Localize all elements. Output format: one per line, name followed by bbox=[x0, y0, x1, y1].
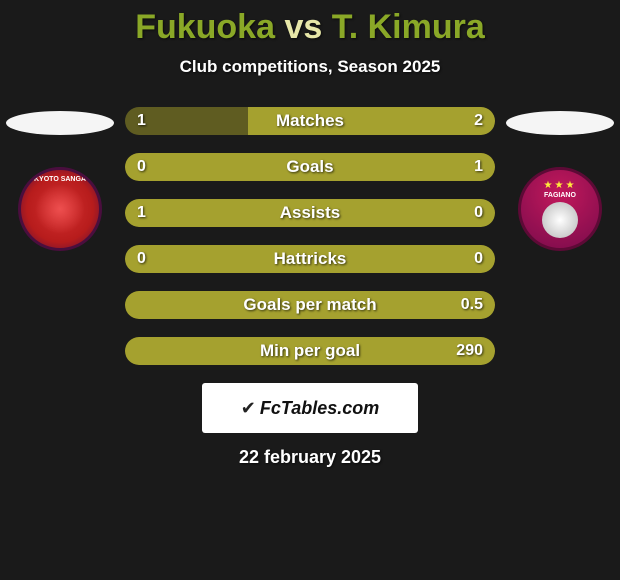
title-vs: vs bbox=[275, 8, 332, 46]
stat-row: Goals0 1 bbox=[125, 153, 495, 181]
stat-value-left: 1 bbox=[137, 107, 146, 135]
left-team-badge: KYOTO SANGA bbox=[18, 167, 102, 251]
right-team-badge: FAGIANO bbox=[518, 167, 602, 251]
stat-value-left: 0 bbox=[137, 245, 146, 273]
title-left: Fukuoka bbox=[135, 8, 275, 46]
date-label: 22 february 2025 bbox=[0, 447, 620, 468]
watermark-check-icon: ✔ bbox=[241, 398, 256, 419]
left-shadow-ellipse bbox=[6, 111, 114, 135]
stat-value-right: 0 bbox=[474, 245, 483, 273]
right-player-column: FAGIANO bbox=[500, 107, 620, 251]
left-badge-label: KYOTO SANGA bbox=[34, 176, 86, 183]
right-badge-label: FAGIANO bbox=[544, 192, 576, 199]
stat-label: Assists bbox=[125, 199, 495, 227]
stat-value-right: 290 bbox=[456, 337, 483, 365]
stat-value-right: 2 bbox=[474, 107, 483, 135]
stat-label: Goals bbox=[125, 153, 495, 181]
title-right: T. Kimura bbox=[332, 8, 485, 46]
stat-bars: Matches12Goals01Assists10Hattricks00Goal… bbox=[125, 107, 495, 365]
stat-value-left: 0 bbox=[137, 153, 146, 181]
stat-row: Matches1 2 bbox=[125, 107, 495, 135]
left-player-column: KYOTO SANGA bbox=[0, 107, 120, 251]
subtitle: Club competitions, Season 2025 bbox=[0, 57, 620, 77]
watermark: ✔ FcTables.com bbox=[202, 383, 418, 433]
right-shadow-ellipse bbox=[506, 111, 614, 135]
watermark-text: FcTables.com bbox=[260, 398, 379, 419]
stat-value-right: 0.5 bbox=[461, 291, 483, 319]
stat-row: Hattricks0 0 bbox=[125, 245, 495, 273]
stat-label: Min per goal bbox=[125, 337, 495, 365]
stat-row: Min per goal290 bbox=[125, 337, 495, 365]
stat-value-right: 1 bbox=[474, 153, 483, 181]
stat-row: Goals per match0.5 bbox=[125, 291, 495, 319]
stat-label: Hattricks bbox=[125, 245, 495, 273]
stat-label: Matches bbox=[125, 107, 495, 135]
stat-row: Assists1 0 bbox=[125, 199, 495, 227]
page-title: Fukuoka vs T. Kimura bbox=[0, 0, 620, 47]
stat-label: Goals per match bbox=[125, 291, 495, 319]
compare-area: KYOTO SANGA FAGIANO Matches12Goals01Assi… bbox=[0, 107, 620, 365]
stat-value-left: 1 bbox=[137, 199, 146, 227]
stat-value-right: 0 bbox=[474, 199, 483, 227]
